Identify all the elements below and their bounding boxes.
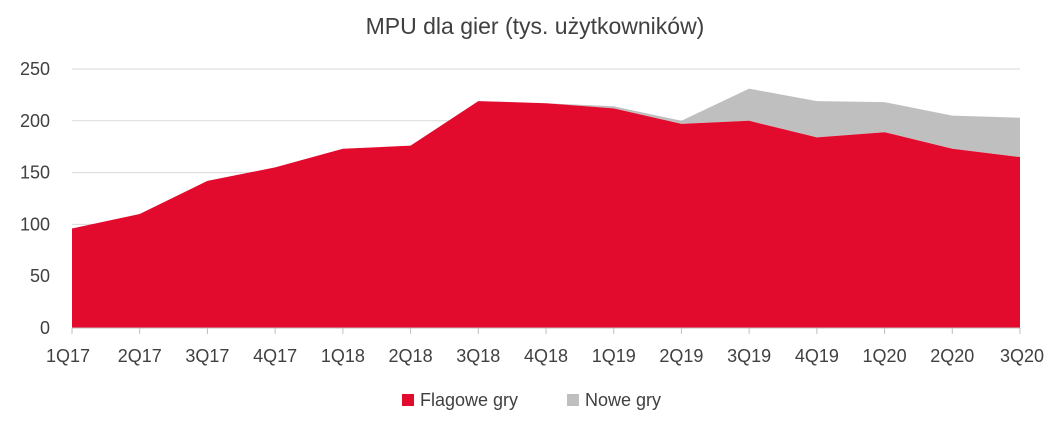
y-tick-label: 100	[20, 214, 50, 234]
y-tick-label: 50	[30, 266, 50, 286]
chart-title: MPU dla gier (tys. użytkowników)	[366, 13, 705, 39]
area-nowe-gry	[72, 88, 1020, 229]
legend-label-flagowe: Flagowe gry	[420, 390, 518, 410]
x-tick-label: 3Q18	[456, 346, 500, 366]
x-tick-label: 4Q18	[524, 346, 568, 366]
legend: Flagowe gry Nowe gry	[402, 390, 661, 410]
x-tick-label: 4Q17	[253, 346, 297, 366]
legend-swatch-flagowe	[402, 394, 414, 406]
x-tick-label: 4Q19	[795, 346, 839, 366]
x-tick-label: 1Q20	[863, 346, 907, 366]
x-tick-label: 2Q17	[118, 346, 162, 366]
legend-swatch-nowe	[567, 394, 579, 406]
y-tick-label: 0	[40, 318, 50, 338]
plot-areas	[72, 88, 1020, 328]
area-flagowe-gry	[72, 101, 1020, 328]
x-tick-label: 2Q18	[389, 346, 433, 366]
y-tick-label: 150	[20, 163, 50, 183]
y-tick-label: 250	[20, 59, 50, 79]
x-tick-label: 3Q19	[727, 346, 771, 366]
x-tick-label: 1Q17	[46, 346, 90, 366]
axes: 0 50 100 150 200 250 1Q17 2Q17 3Q17 4Q17 1Q18 2Q18 3…	[20, 59, 1044, 366]
x-tick-label: 2Q19	[659, 346, 703, 366]
legend-label-nowe: Nowe gry	[585, 390, 661, 410]
x-tick-label: 1Q18	[321, 346, 365, 366]
x-tick-label: 2Q20	[930, 346, 974, 366]
x-tick-label: 1Q19	[592, 346, 636, 366]
x-tick-label: 3Q17	[185, 346, 229, 366]
x-tick-label: 3Q20	[1000, 346, 1044, 366]
y-tick-label: 200	[20, 111, 50, 131]
